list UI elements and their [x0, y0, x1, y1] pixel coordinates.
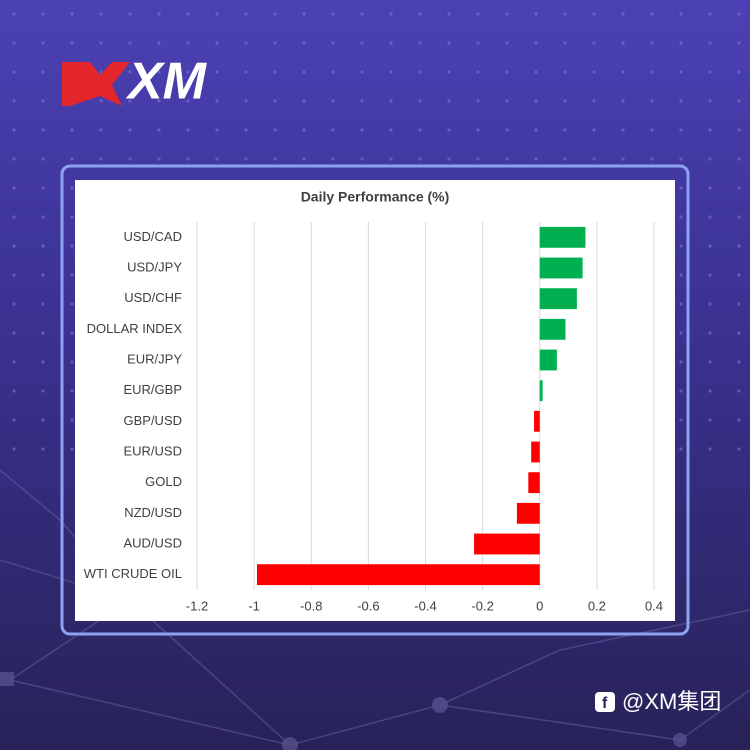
bar: [539, 318, 566, 340]
y-tick-label: AUD/USD: [123, 535, 182, 550]
chart: Daily Performance (%) -1.2 -1 -0.8 -0.6 -0.4…: [75, 180, 675, 621]
y-tick-label: GOLD: [145, 474, 182, 489]
bar: [539, 257, 583, 279]
x-tick-label: -1.2: [186, 598, 208, 613]
bar: [534, 410, 540, 432]
y-tick-label: GBP/USD: [123, 413, 182, 428]
y-tick-label: EUR/JPY: [127, 351, 182, 366]
y-tick-label: WTI CRUDE OIL: [84, 566, 182, 581]
x-tick-label: -0.6: [357, 598, 379, 613]
bar: [528, 472, 540, 494]
bar: [474, 533, 540, 555]
chart-title: Daily Performance (%): [301, 189, 450, 205]
logo-mark: [62, 62, 130, 106]
bar: [539, 349, 557, 371]
bar: [539, 380, 543, 402]
y-tick-label: EUR/USD: [123, 443, 182, 458]
x-tick-label: -0.2: [471, 598, 493, 613]
facebook-f: f: [602, 695, 608, 712]
x-tick-label: -0.4: [414, 598, 436, 613]
y-tick-label: USD/CHF: [124, 290, 182, 305]
y-tick-label: EUR/GBP: [123, 382, 182, 397]
x-tick-label: -1: [248, 598, 260, 613]
x-tick-label: 0.4: [645, 598, 663, 613]
logo-text: XM: [125, 53, 208, 111]
bar: [531, 441, 540, 463]
x-tick-label: 0: [536, 598, 543, 613]
bar: [539, 226, 586, 248]
facebook-icon: [595, 692, 615, 712]
bar: [516, 502, 540, 524]
network-nodes: [0, 594, 687, 750]
y-tick-label: USD/CAD: [123, 229, 182, 244]
y-tick-label: DOLLAR INDEX: [87, 321, 183, 336]
y-tick-label: USD/JPY: [127, 259, 182, 274]
bar: [539, 288, 577, 310]
panel-border: [60, 164, 690, 636]
y-tick-label: NZD/USD: [124, 505, 182, 520]
social-handle: @XM集团: [622, 689, 721, 714]
x-tick-label: -0.8: [300, 598, 322, 613]
bar: [256, 564, 540, 586]
x-tick-label: 0.2: [588, 598, 606, 613]
